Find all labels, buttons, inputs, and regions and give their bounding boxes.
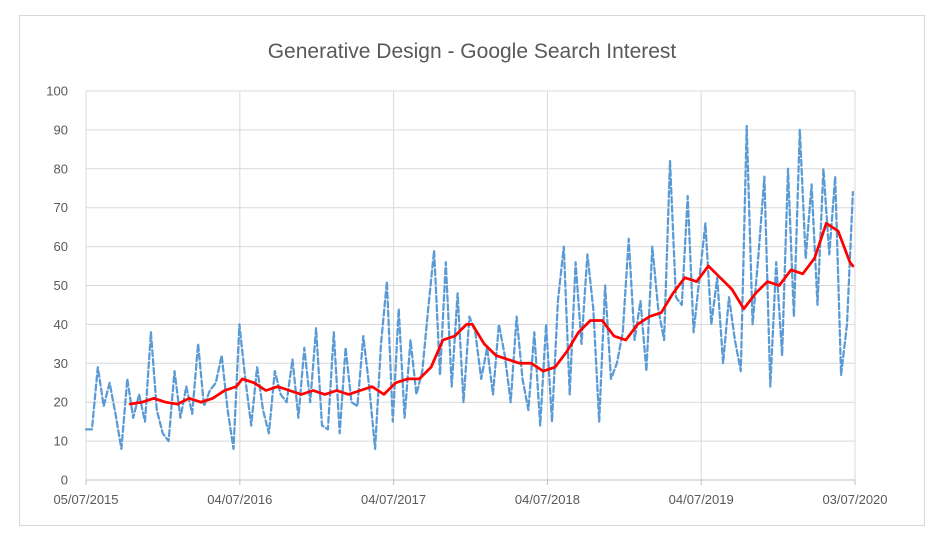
x-tick-label: 03/07/2020	[822, 492, 887, 507]
x-tick-label: 04/07/2019	[669, 492, 734, 507]
axes	[85, 479, 856, 485]
y-tick-label: 100	[46, 84, 68, 99]
y-tick-label: 0	[61, 473, 68, 488]
series-line-moving-average	[128, 221, 855, 406]
y-tick-label: 40	[54, 317, 68, 332]
y-tick-label: 50	[54, 278, 68, 293]
x-tick-label: 04/07/2018	[515, 492, 580, 507]
y-tick-label: 60	[54, 239, 68, 254]
y-tick-label: 80	[54, 161, 68, 176]
y-tick-label: 20	[54, 395, 68, 410]
x-tick-label: 05/07/2015	[53, 492, 118, 507]
series-group	[84, 124, 855, 451]
gridlines	[85, 90, 856, 480]
chart-title: Generative Design - Google Search Intere…	[268, 40, 677, 63]
y-tick-label: 30	[54, 356, 68, 371]
y-tick-label: 70	[54, 200, 68, 215]
series-line-dashed	[84, 124, 855, 451]
y-tick-label: 10	[54, 434, 68, 449]
x-tick-label: 04/07/2017	[361, 492, 426, 507]
x-tick-label: 04/07/2016	[207, 492, 272, 507]
tick-labels: 0 10 20 30 40 50 60 70 80 90 100 05/07/2015 04/07/20…	[46, 84, 887, 508]
y-tick-label: 90	[54, 122, 68, 137]
